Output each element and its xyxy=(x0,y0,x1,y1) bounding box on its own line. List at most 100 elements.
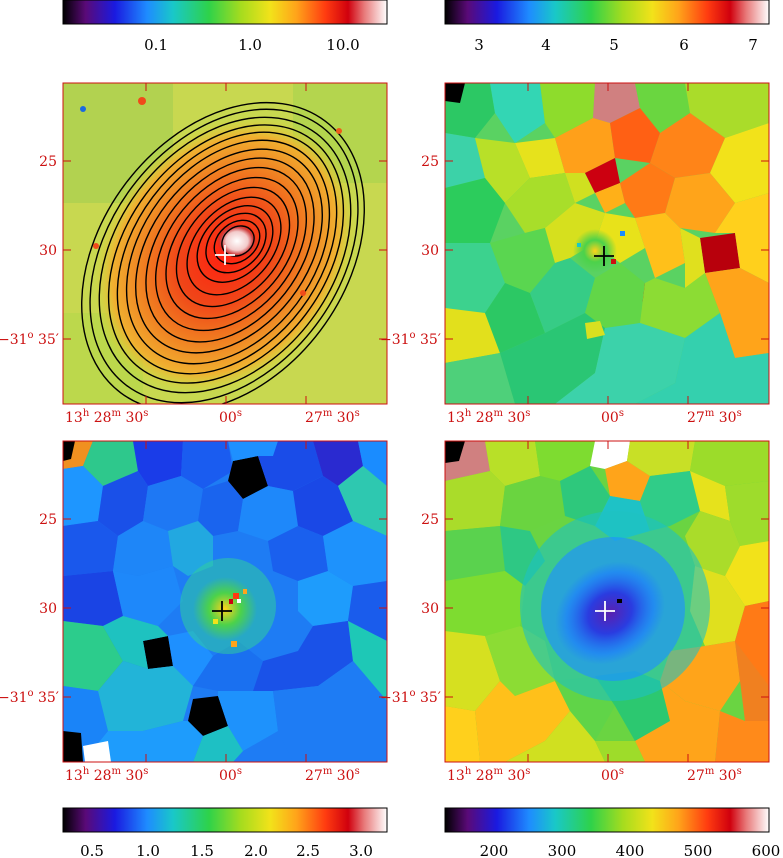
voronoi-bin xyxy=(530,258,595,333)
axis-labels-panel-4: 13h 28m 30s 00s 27m 30s 25 30 −31o 35′ xyxy=(380,441,769,784)
voronoi-bin xyxy=(348,621,387,701)
voronoi-bin xyxy=(590,441,630,469)
voronoi-bin xyxy=(725,481,769,546)
voronoi-bin xyxy=(98,661,193,731)
voronoi-bin xyxy=(63,621,123,691)
panel-voronoi-map-bottom-left xyxy=(62,440,388,763)
ra-tick-label: 13h 28m 30s xyxy=(447,408,530,426)
voronoi-bin xyxy=(103,616,168,669)
voronoi-bin xyxy=(585,321,605,339)
voronoi-bin xyxy=(560,466,610,526)
voronoi-bin xyxy=(505,173,575,233)
voronoi-bin xyxy=(168,521,213,576)
foreground-star xyxy=(93,243,99,249)
voronoi-bin xyxy=(338,466,387,536)
colorbar-top-right-tick: 6 xyxy=(679,36,689,54)
colorbar-top-right-tick: 7 xyxy=(748,36,758,54)
voronoi-bin xyxy=(181,441,233,489)
voronoi-bin xyxy=(63,521,118,576)
voronoi-bin xyxy=(63,441,75,461)
dec-tick-label: −31o 35′ xyxy=(380,688,441,706)
voronoi-bin xyxy=(635,313,769,404)
colorbar-bottom-left-tick: 0.5 xyxy=(80,842,104,858)
ra-tick-label: 13h 28m 30s xyxy=(65,766,148,784)
voronoi-bin xyxy=(293,476,353,536)
voronoi-bin xyxy=(595,183,625,213)
voronoi-bin xyxy=(445,471,505,531)
voronoi-bin xyxy=(555,118,615,173)
voronoi-bin xyxy=(258,441,323,491)
dec-tick-label: −31o 35′ xyxy=(0,688,59,706)
voronoi-bin xyxy=(63,731,83,762)
voronoi-bin xyxy=(627,441,695,476)
panel-image-isophotes xyxy=(62,82,388,405)
ra-tick-label: 00s xyxy=(219,766,242,784)
voronoi-bin xyxy=(505,711,605,762)
ra-tick-label: 27m 30s xyxy=(305,408,360,426)
colorbar-top-left-tick: 1.0 xyxy=(238,36,262,54)
voronoi-bin xyxy=(358,441,387,486)
colorbar-bottom-left-tick: 1.0 xyxy=(136,842,160,858)
voronoi-bin xyxy=(620,163,675,218)
panel-voronoi-map-top-right xyxy=(444,82,770,405)
voronoi-bin xyxy=(715,193,769,283)
dec-tick-label: 25 xyxy=(39,512,57,528)
voronoi-bin xyxy=(490,228,555,293)
voronoi-bin xyxy=(113,521,173,576)
voronoi-bin xyxy=(133,441,183,486)
colorbar-bottom-right: 200 300 400 500 600 xyxy=(444,807,780,858)
voronoi-bin xyxy=(593,83,640,123)
voronoi-bin xyxy=(725,541,769,606)
voronoi-bin xyxy=(98,471,148,536)
voronoi-bin xyxy=(228,456,268,499)
voronoi-bin xyxy=(298,571,353,626)
voronoi-bin xyxy=(735,641,769,721)
center-cross xyxy=(594,246,614,266)
voronoi-bin xyxy=(540,83,595,138)
voronoi-bin xyxy=(143,636,173,669)
center-cross xyxy=(215,245,235,265)
voronoi-bin xyxy=(690,441,769,486)
voronoi-bin xyxy=(685,83,769,138)
voronoi-bin xyxy=(690,471,730,521)
voronoi-bin xyxy=(705,268,769,358)
voronoi-bin xyxy=(445,133,485,188)
voronoi-bin xyxy=(475,681,570,762)
voronoi-bin xyxy=(445,83,465,103)
voronoi-bin xyxy=(500,313,605,404)
dec-tick-label: 30 xyxy=(421,243,439,259)
ra-tick-label: 27m 30s xyxy=(305,766,360,784)
voronoi-bin xyxy=(585,158,620,193)
panel-frame xyxy=(444,440,770,763)
voronoi-bin xyxy=(605,461,650,501)
voronoi-bin xyxy=(313,441,363,486)
colorbar-top-right-tick: 3 xyxy=(474,36,484,54)
voronoi-bin xyxy=(685,511,740,576)
colorbar-bottom-right-tick: 300 xyxy=(548,842,577,858)
colorbar-bottom-right-tick: 500 xyxy=(684,842,713,858)
voronoi-bin xyxy=(63,571,123,626)
voronoi-bin xyxy=(650,113,725,178)
voronoi-bin xyxy=(113,566,183,626)
axis-labels-panel-2: 13h 28m 30s 00s 27m 30s 25 30 −31o 35′ xyxy=(380,83,769,426)
voronoi-bin xyxy=(83,441,138,486)
axis-labels-panel-1: 13h 28m 30s 00s 27m 30s 25 30 −31o 35′ xyxy=(0,83,387,426)
voronoi-bin xyxy=(715,711,769,762)
colorbar-top-right: 3 4 5 6 7 xyxy=(444,0,770,54)
voronoi-bin xyxy=(680,228,705,288)
panel-voronoi-map-bottom-right xyxy=(444,440,770,763)
voronoi-bin xyxy=(635,681,720,762)
voronoi-bin xyxy=(188,696,228,736)
voronoi-bin xyxy=(193,641,263,691)
dec-tick-label: 25 xyxy=(39,154,57,170)
foreground-star xyxy=(138,97,146,105)
voronoi-bin xyxy=(83,741,111,762)
voronoi-bin xyxy=(635,83,690,133)
voronoi-bin xyxy=(198,481,243,536)
dec-tick-label: 30 xyxy=(39,601,57,617)
voronoi-bin xyxy=(445,571,525,636)
voronoi-bin xyxy=(445,308,500,363)
ra-tick-label: 13h 28m 30s xyxy=(447,766,530,784)
voronoi-bin xyxy=(253,621,353,691)
